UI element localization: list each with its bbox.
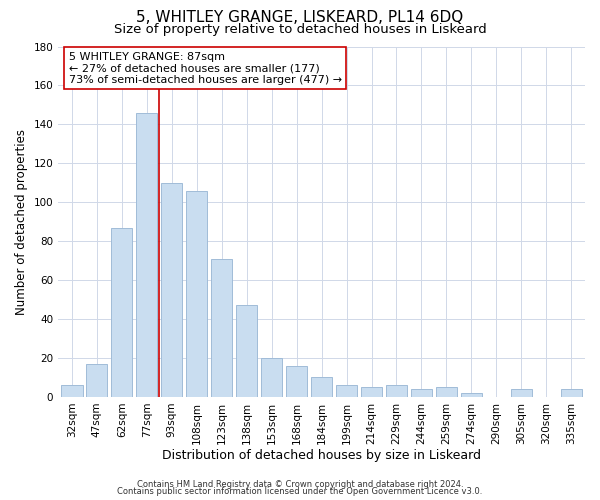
Y-axis label: Number of detached properties: Number of detached properties [15, 128, 28, 314]
Bar [311, 378, 332, 397]
Bar [61, 386, 83, 397]
Bar [436, 387, 457, 397]
Bar [236, 306, 257, 397]
Bar [386, 386, 407, 397]
Bar [161, 183, 182, 397]
Text: 5 WHITLEY GRANGE: 87sqm
← 27% of detached houses are smaller (177)
73% of semi-d: 5 WHITLEY GRANGE: 87sqm ← 27% of detache… [69, 52, 342, 85]
Text: Size of property relative to detached houses in Liskeard: Size of property relative to detached ho… [113, 22, 487, 36]
Bar [560, 389, 582, 397]
Bar [361, 387, 382, 397]
Text: Contains HM Land Registry data © Crown copyright and database right 2024.: Contains HM Land Registry data © Crown c… [137, 480, 463, 489]
Bar [261, 358, 282, 397]
X-axis label: Distribution of detached houses by size in Liskeard: Distribution of detached houses by size … [162, 450, 481, 462]
Bar [186, 190, 208, 397]
Bar [86, 364, 107, 397]
Text: 5, WHITLEY GRANGE, LISKEARD, PL14 6DQ: 5, WHITLEY GRANGE, LISKEARD, PL14 6DQ [136, 10, 464, 25]
Bar [211, 258, 232, 397]
Bar [461, 393, 482, 397]
Text: Contains public sector information licensed under the Open Government Licence v3: Contains public sector information licen… [118, 487, 482, 496]
Bar [136, 112, 157, 397]
Bar [286, 366, 307, 397]
Bar [111, 228, 133, 397]
Bar [336, 386, 357, 397]
Bar [411, 389, 432, 397]
Bar [511, 389, 532, 397]
